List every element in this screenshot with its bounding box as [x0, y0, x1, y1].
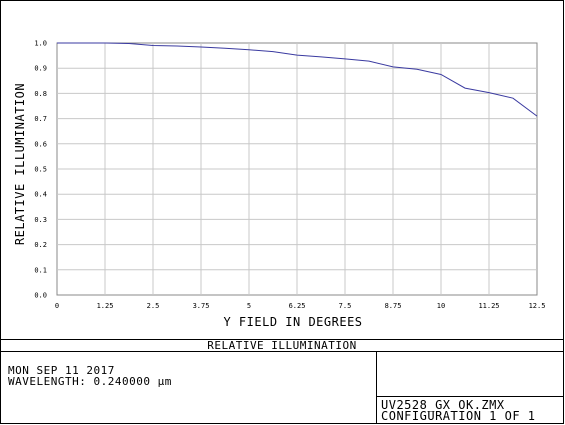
footer-title: RELATIVE ILLUMINATION — [0, 339, 564, 352]
y-axis-label: RELATIVE ILLUMINATION — [13, 83, 27, 245]
x-tick-label: 0 — [55, 302, 59, 310]
x-tick-label: 11.25 — [478, 302, 499, 310]
y-tick-label: 0.2 — [34, 241, 47, 249]
series-line — [57, 42, 538, 117]
date-text: MON SEP 11 2017 — [8, 364, 115, 377]
wavelength-text: WAVELENGTH: 0.240000 µm — [8, 375, 172, 388]
y-tick-label: 1.0 — [34, 40, 47, 48]
series-layer — [57, 42, 538, 117]
x-tick-label: 8.75 — [385, 302, 402, 310]
x-tick-labels: 0 1.25 2.5 3.75 5 6.25 7.5 8.75 10 11.25 12.5 — [55, 302, 546, 310]
x-axis-label: Y FIELD IN DEGREES — [223, 315, 362, 329]
y-tick-label: 0.5 — [34, 166, 47, 174]
y-tick-label: 0.8 — [34, 90, 47, 98]
y-tick-label: 0.0 — [34, 292, 47, 300]
x-tick-label: 12.5 — [529, 302, 546, 310]
x-tick-label: 5 — [247, 302, 251, 310]
x-tick-label: 10 — [437, 302, 445, 310]
x-tick-label: 7.5 — [339, 302, 352, 310]
configuration-text: CONFIGURATION 1 OF 1 — [381, 409, 536, 423]
y-tick-label: 0.1 — [34, 266, 47, 274]
x-tick-label: 6.25 — [289, 302, 306, 310]
y-tick-label: 0.3 — [34, 216, 47, 224]
file-name: UV2528_GX_OK.ZMX — [381, 398, 505, 412]
y-tick-label: 0.6 — [34, 140, 47, 148]
relative-illumination-chart: 0 1.25 2.5 3.75 5 6.25 7.5 8.75 10 11.25 12.5 0.00… — [13, 40, 546, 330]
x-tick-label: 1.25 — [97, 302, 114, 310]
footer-info: MON SEP 11 2017 WAVELENGTH: 0.240000 µm — [8, 365, 172, 387]
y-tick-label: 0.4 — [34, 191, 47, 199]
grid — [57, 43, 537, 295]
y-tick-labels: 0.0 0.1 0.2 0.3 0.4 0.5 0.6 0.7 0.8 0.9 1.0 — [34, 40, 47, 300]
y-tick-label: 0.7 — [34, 115, 47, 123]
x-tick-label: 3.75 — [193, 302, 210, 310]
x-tick-label: 2.5 — [147, 302, 160, 310]
footer-file-box: UV2528_GX_OK.ZMX CONFIGURATION 1 OF 1 — [376, 352, 564, 424]
footer-box-divider — [377, 396, 564, 397]
y-tick-label: 0.9 — [34, 65, 47, 73]
